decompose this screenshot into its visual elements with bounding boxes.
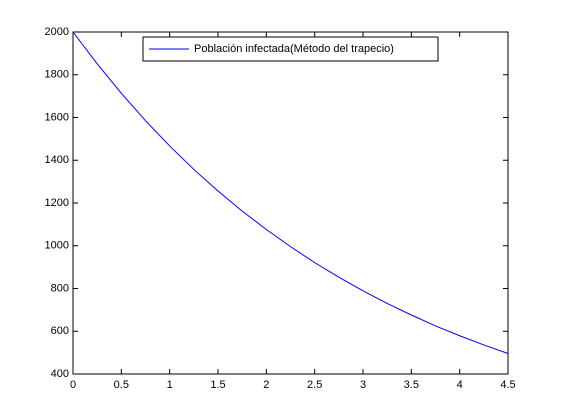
x-tick-label: 0 (70, 379, 76, 391)
y-tick-label: 1400 (45, 154, 69, 166)
x-tick-label: 1.5 (210, 379, 225, 391)
y-tick-label: 1600 (45, 111, 69, 123)
x-tick-label: 3 (360, 379, 366, 391)
x-tick-label: 2.5 (307, 379, 322, 391)
y-tick-label: 800 (51, 282, 69, 294)
y-tick-label: 600 (51, 325, 69, 337)
legend-label: Población infectada(Método del trapecio) (194, 43, 394, 55)
data-line (72, 31, 509, 354)
y-tick-label: 1800 (45, 69, 69, 81)
y-tick-label: 400 (51, 368, 69, 380)
x-tick-label: 2 (263, 379, 269, 391)
x-tick-label: 4.5 (500, 379, 515, 391)
x-tick-label: 4 (457, 379, 463, 391)
y-tick-label: 2000 (45, 26, 69, 38)
y-tick-label: 1000 (45, 240, 69, 252)
legend-box (142, 36, 439, 62)
y-tick-label: 1200 (45, 197, 69, 209)
x-tick-label: 0.5 (114, 379, 129, 391)
x-tick-label: 3.5 (404, 379, 419, 391)
x-tick-label: 1 (167, 379, 173, 391)
axes-box (72, 31, 509, 375)
